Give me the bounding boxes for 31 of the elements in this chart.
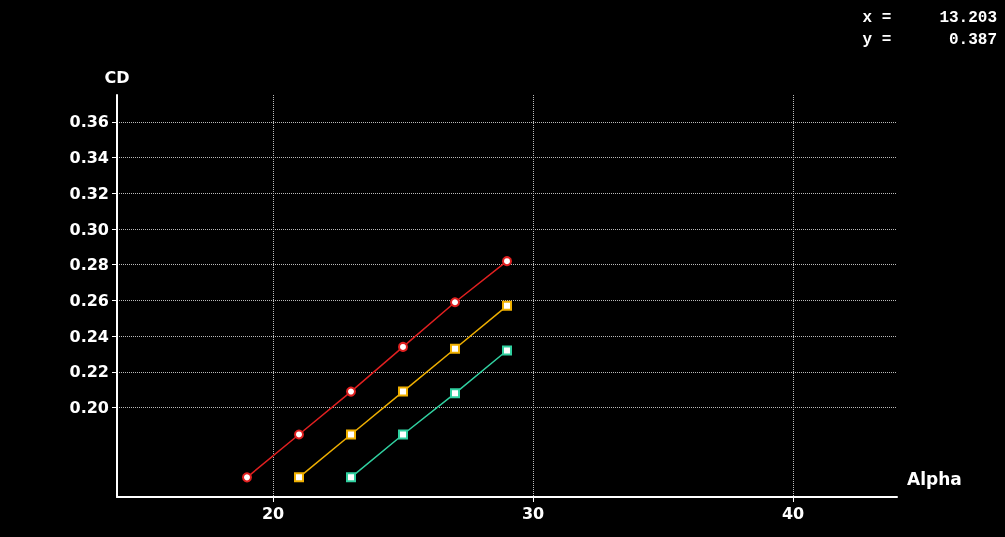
- point: [242, 472, 252, 483]
- point: [346, 429, 356, 440]
- y-tick-label: 0.28: [69, 255, 109, 275]
- text: x = 13.203: [862, 9, 997, 27]
- y-tick-label: 0.26: [69, 290, 109, 310]
- y-tick-label: 0.30: [69, 219, 109, 239]
- x-tick-label: 40: [781, 503, 805, 523]
- point: [502, 256, 512, 267]
- point: [398, 386, 408, 397]
- point: [502, 300, 512, 311]
- point: [450, 297, 460, 308]
- point: [398, 429, 408, 440]
- y-tick-label: 0.36: [69, 112, 109, 132]
- point: [346, 472, 356, 483]
- y-tick-label: 0.24: [69, 326, 109, 346]
- y-tick-label: 0.22: [69, 362, 109, 382]
- y-tick-label: 0.20: [69, 398, 109, 418]
- point: [294, 472, 304, 483]
- point: [502, 345, 512, 356]
- x-tick-label: 30: [521, 503, 545, 523]
- text: y = 0.387: [862, 31, 997, 49]
- y-tick-label: 0.32: [69, 183, 109, 203]
- point: [346, 386, 356, 397]
- point: [450, 388, 460, 399]
- y-axis-title: CD: [104, 67, 130, 87]
- point: [450, 343, 460, 354]
- point: [294, 429, 304, 440]
- x-tick-label: 20: [261, 503, 285, 523]
- point: [398, 341, 408, 352]
- y-tick-label: 0.34: [69, 148, 109, 168]
- x-axis-title: Alpha: [907, 468, 962, 489]
